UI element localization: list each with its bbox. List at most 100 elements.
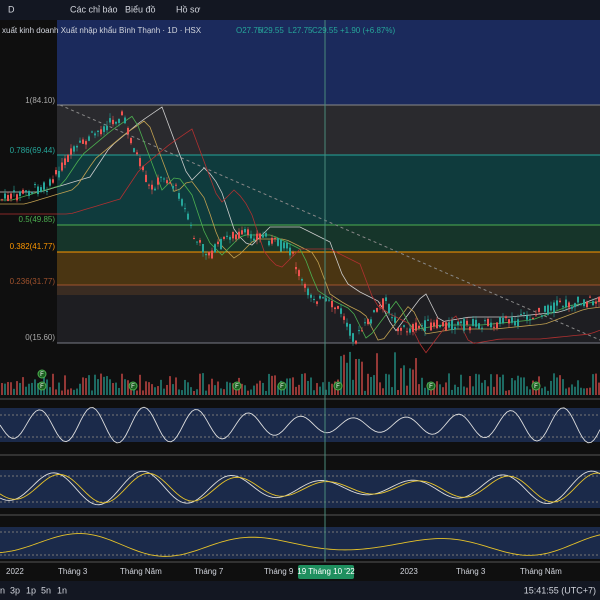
volume-bar (433, 385, 435, 395)
candle (277, 238, 279, 246)
volume-bar (100, 373, 102, 395)
volume-bar (496, 374, 498, 395)
candle (580, 303, 582, 305)
candle (367, 319, 369, 325)
volume-bar (301, 373, 303, 395)
time-label: Tháng Năm (520, 567, 562, 576)
candle (406, 331, 408, 333)
volume-bar (451, 389, 453, 395)
fib-label: 0.5(49.85) (19, 215, 56, 224)
candle (466, 320, 468, 325)
time-label: Tháng 9 (264, 567, 294, 576)
candle (559, 300, 561, 302)
volume-bar (418, 384, 420, 395)
volume-bar (223, 389, 225, 395)
volume-bar (112, 383, 114, 395)
candle (451, 320, 453, 330)
event-marker (531, 381, 541, 391)
volume-bar (409, 368, 411, 395)
volume-bar (97, 379, 99, 395)
candle (136, 152, 138, 155)
candle (511, 317, 513, 323)
range-button[interactable]: 3p (10, 585, 20, 595)
candle (70, 148, 72, 155)
candle (100, 129, 102, 135)
volume-bar (358, 358, 360, 395)
range-button[interactable]: 1n (57, 585, 67, 595)
candle (262, 234, 264, 238)
candle (376, 307, 378, 312)
candle (181, 199, 183, 206)
candle (475, 319, 477, 327)
volume-bar (550, 380, 552, 395)
ma-line (0, 128, 600, 354)
toolbar-item[interactable]: Các chỉ báo (70, 4, 118, 14)
candle (460, 321, 462, 324)
candle (520, 313, 522, 315)
candle (184, 208, 186, 210)
toolbar-item[interactable]: Biểu đồ (125, 4, 156, 14)
volume-bar (472, 386, 474, 395)
candle (544, 305, 546, 312)
oscillators (0, 406, 600, 557)
volume-bar (502, 374, 504, 395)
candle (523, 312, 525, 314)
change: +1.90 (+6.87%) (340, 26, 395, 35)
volume-bar (589, 387, 591, 395)
candle (259, 233, 261, 239)
clock: 15:41:55 (UTC+7) (524, 585, 596, 595)
volume-bar (46, 379, 48, 395)
candle (145, 174, 147, 183)
candle (211, 250, 213, 259)
volume-bar (196, 389, 198, 395)
candle (571, 306, 573, 309)
candle (400, 327, 402, 331)
event-marker-label: F (429, 384, 433, 390)
candle (343, 316, 345, 320)
volume-bar (103, 376, 105, 395)
volume-bar (295, 386, 297, 395)
volume-bar (214, 385, 216, 395)
candle (112, 119, 114, 125)
volume-bar (559, 375, 561, 395)
candle (346, 322, 348, 327)
candle (103, 126, 105, 132)
candle (196, 241, 198, 243)
candle (355, 340, 357, 344)
candle (31, 192, 33, 194)
volume-bar (13, 388, 15, 395)
toolbar-item[interactable]: Hồ sơ (176, 4, 201, 14)
symbol: xuất kinh doanh Xuất nhập khẩu Bình Thạn… (2, 26, 202, 35)
time-label: 2022 (6, 567, 24, 576)
volume-bar (583, 388, 585, 395)
candle (241, 230, 243, 235)
osc-panel-1 (0, 408, 600, 442)
volume-bar (445, 382, 447, 395)
volume-bar (88, 375, 90, 395)
volume-bar (490, 374, 492, 395)
time-label: Tháng Năm (120, 567, 162, 576)
volume-bar (544, 386, 546, 395)
candle (472, 319, 474, 326)
candle (412, 324, 414, 332)
interval[interactable]: D (8, 4, 15, 14)
volume-bar (271, 375, 273, 395)
volume-bar (283, 389, 285, 395)
candle (304, 284, 306, 288)
event-marker (277, 381, 287, 391)
volume-bar (256, 383, 258, 395)
volume-bar (415, 358, 417, 395)
candle (403, 325, 405, 327)
range-button[interactable]: 5n (41, 585, 51, 595)
candle (91, 131, 93, 133)
ohlc: L27.75 (288, 26, 313, 35)
range-button[interactable]: n (0, 585, 5, 595)
range-button[interactable]: 1p (26, 585, 36, 595)
volume-bar (4, 383, 6, 395)
candle (337, 305, 339, 309)
event-marker (37, 381, 47, 391)
candle (595, 301, 597, 304)
candle (127, 127, 129, 135)
volume-bar (484, 380, 486, 395)
candle (34, 184, 36, 186)
